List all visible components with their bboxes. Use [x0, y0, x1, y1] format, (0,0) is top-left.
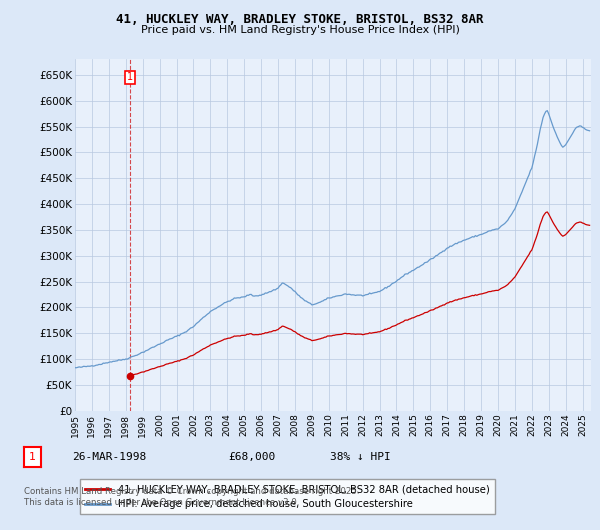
Text: 1: 1 [127, 73, 133, 83]
Text: Contains HM Land Registry data © Crown copyright and database right 2025.: Contains HM Land Registry data © Crown c… [24, 487, 359, 496]
Text: 26-MAR-1998: 26-MAR-1998 [72, 453, 146, 462]
Text: 41, HUCKLEY WAY, BRADLEY STOKE, BRISTOL, BS32 8AR: 41, HUCKLEY WAY, BRADLEY STOKE, BRISTOL,… [116, 13, 484, 26]
Legend: 41, HUCKLEY WAY, BRADLEY STOKE, BRISTOL, BS32 8AR (detached house), HPI: Average: 41, HUCKLEY WAY, BRADLEY STOKE, BRISTOL,… [80, 479, 495, 514]
Text: 1: 1 [29, 453, 36, 462]
Text: This data is licensed under the Open Government Licence v3.0.: This data is licensed under the Open Gov… [24, 498, 299, 507]
Text: Price paid vs. HM Land Registry's House Price Index (HPI): Price paid vs. HM Land Registry's House … [140, 25, 460, 35]
Text: 38% ↓ HPI: 38% ↓ HPI [330, 453, 391, 462]
Text: £68,000: £68,000 [228, 453, 275, 462]
